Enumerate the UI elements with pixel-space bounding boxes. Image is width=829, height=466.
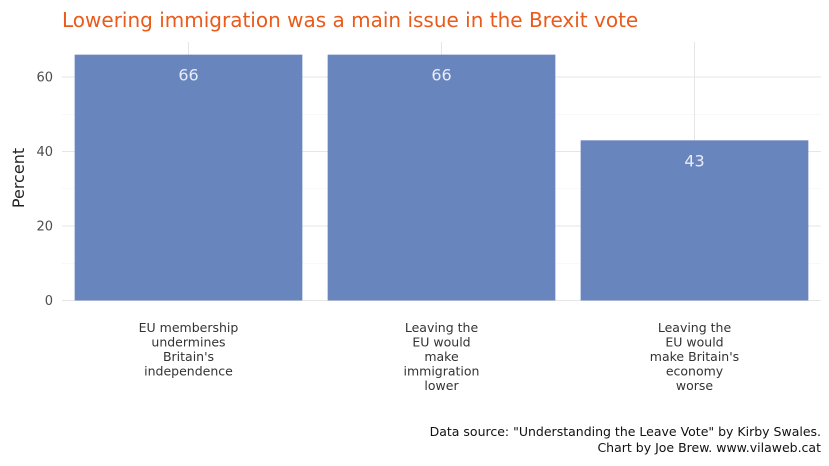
y-axis-ticks: 0 20 40 60 xyxy=(36,71,53,310)
y-tick-label: 20 xyxy=(36,220,53,235)
x-category-label-line: EU would xyxy=(412,335,470,350)
x-category-label-line: Leaving the xyxy=(405,320,479,335)
y-axis-title: Percent xyxy=(9,148,28,208)
x-category-label: Leaving the EU would make Britain's economy… xyxy=(650,320,739,393)
x-category-label: EU membership undermines Britain's independ… xyxy=(139,320,239,379)
x-category-label-line: lower xyxy=(424,378,459,393)
x-category-label-line: make xyxy=(424,349,459,364)
bar xyxy=(327,54,556,301)
x-category-label-line: Britain's xyxy=(163,349,214,364)
x-category-label-line: worse xyxy=(676,378,714,393)
caption-credit: Chart by Joe Brew. www.vilaweb.cat xyxy=(597,440,821,455)
x-category-label-line: immigration xyxy=(404,364,480,379)
data-label: 66 xyxy=(431,66,451,85)
data-label: 43 xyxy=(684,151,704,170)
x-category-label-line: EU would xyxy=(665,335,723,350)
x-category-label: Leaving the EU would make immigration lower xyxy=(404,320,480,393)
x-category-label-line: economy xyxy=(666,364,724,379)
bars xyxy=(74,54,809,301)
y-tick-label: 40 xyxy=(36,145,53,160)
data-label: 66 xyxy=(178,66,198,85)
caption-source: Data source: "Understanding the Leave Vo… xyxy=(430,424,821,439)
bar xyxy=(74,54,303,301)
x-category-label-line: independence xyxy=(144,364,233,379)
chart-title: Lowering immigration was a main issue in… xyxy=(62,8,638,32)
x-category-label-line: make Britain's xyxy=(650,349,739,364)
x-axis-categories: EU membership undermines Britain's independ… xyxy=(139,320,740,393)
x-category-label-line: Leaving the xyxy=(658,320,732,335)
x-category-label-line: undermines xyxy=(151,335,225,350)
data-labels: 66 66 43 xyxy=(178,66,704,171)
y-tick-label: 60 xyxy=(36,71,53,86)
x-category-label-line: EU membership xyxy=(139,320,239,335)
bar xyxy=(580,140,809,301)
y-tick-label: 0 xyxy=(45,294,53,309)
